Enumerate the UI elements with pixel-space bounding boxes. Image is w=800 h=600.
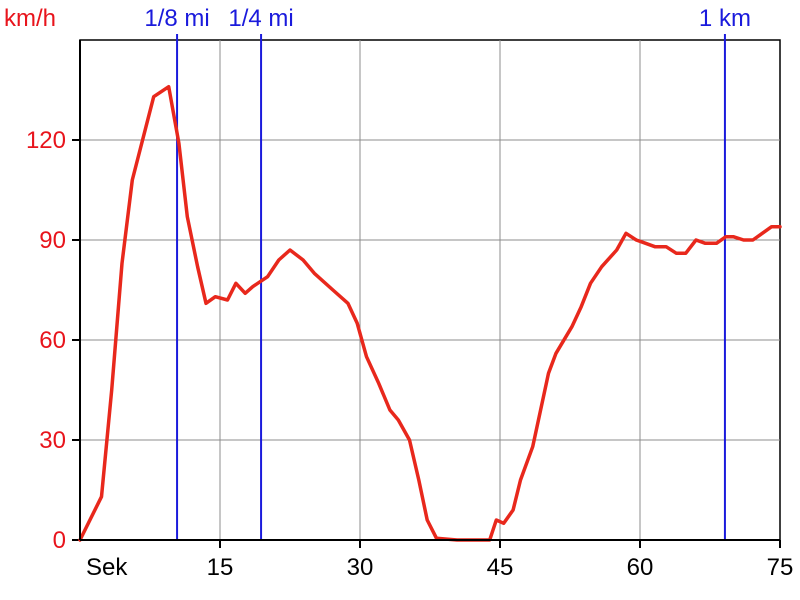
x-tick-label: 75 — [767, 554, 794, 581]
distance-marker-label: 1/8 mi — [144, 5, 209, 32]
series-layer — [78, 84, 782, 542]
y-unit-label: km/h — [4, 5, 56, 32]
x-unit-label: Sek — [86, 554, 128, 581]
plot-area — [79, 39, 781, 541]
y-tick-label: 0 — [53, 527, 66, 554]
distance-marker-label: 1/4 mi — [228, 5, 293, 32]
y-tick-label: 120 — [26, 127, 66, 154]
distance-markers: 1/8 mi 1/4 mi 1 km — [144, 5, 751, 540]
tick-labels: 15 30 45 60 75 0 30 60 90 120 — [26, 127, 793, 581]
x-tick-label: 30 — [347, 554, 374, 581]
y-tick-label: 90 — [39, 227, 66, 254]
distance-marker-label: 1 km — [699, 5, 751, 32]
grid-lines — [72, 40, 781, 548]
speed-series-line — [78, 84, 782, 542]
x-tick-label: 60 — [627, 554, 654, 581]
y-tick-label: 60 — [39, 327, 66, 354]
x-tick-label: 45 — [487, 554, 514, 581]
axes — [79, 40, 780, 541]
x-tick-label: 15 — [207, 554, 234, 581]
y-tick-label: 30 — [39, 427, 66, 454]
